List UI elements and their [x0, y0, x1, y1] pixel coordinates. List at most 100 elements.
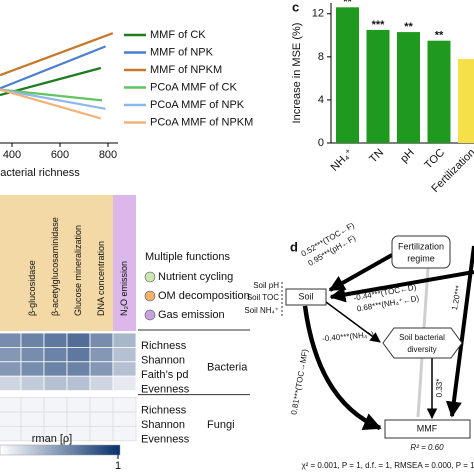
- column-header: [67, 195, 90, 331]
- x-tick-label: NH₄⁺: [329, 147, 356, 174]
- node-box: [285, 288, 327, 306]
- x-tick-label: TOC: [422, 147, 447, 172]
- legend-label: Gas emission: [158, 309, 225, 321]
- heatmap-cell: [0, 375, 22, 392]
- heatmap-cell: [66, 411, 91, 427]
- legend-label: MMF of NPKM: [150, 64, 222, 76]
- column-header: [90, 195, 113, 331]
- x-tick-label: 600: [51, 149, 69, 161]
- bar: [458, 59, 474, 143]
- column-label: β-acetylglucosaminidase: [50, 217, 60, 316]
- y-tick-label: 8: [318, 51, 324, 63]
- heatmap-cell: [43, 411, 68, 427]
- heatmap-cell: [66, 375, 91, 392]
- edge-label: 0.33*: [435, 379, 444, 398]
- edge-label: -0.40***(NH₄⁺): [322, 330, 375, 344]
- heatmap-cell: [112, 411, 137, 427]
- heatmap-cell: [112, 425, 137, 442]
- heatmap-cell: [43, 332, 68, 348]
- heatmap-cell: [43, 361, 68, 377]
- edge-label: 1.20***: [450, 285, 463, 311]
- x-tick-label: 800: [99, 149, 117, 161]
- column-label: N₂O emission: [119, 261, 129, 316]
- heatmap-cell: [20, 375, 45, 392]
- heatmap-cell: [89, 332, 114, 348]
- y-tick-label: 0: [318, 137, 324, 149]
- indicator: Soil NH₄⁺: [244, 306, 279, 315]
- column-label: DNA concentration: [96, 241, 106, 316]
- indicator: Soil pH: [253, 281, 279, 290]
- heatmap-cell: [112, 361, 137, 377]
- legend-swatch: [144, 309, 156, 321]
- legend-swatch: [144, 290, 156, 302]
- row-label: Richness: [141, 340, 187, 352]
- y-tick-label: 12: [312, 8, 324, 20]
- column-header: [21, 195, 44, 331]
- edge: [325, 301, 381, 343]
- path-diagram: d Fertilization regime Soil Soil pH Soil…: [244, 221, 474, 470]
- node-label: Soil bacterial: [399, 333, 445, 342]
- heatmap-cell: [20, 361, 45, 377]
- heatmap-cell: [89, 375, 114, 392]
- heatmap-cell: [43, 346, 68, 363]
- heatmap-cell: [0, 425, 22, 442]
- x-tick-label: pH: [398, 147, 416, 165]
- bar: [397, 32, 420, 144]
- heatmap-cell: [89, 397, 114, 413]
- heatmap-cell: [89, 425, 114, 442]
- heatmap-cell: [20, 346, 45, 363]
- legend-label: PCoA MMF of CK: [150, 81, 237, 93]
- heatmap-cell: [89, 411, 114, 427]
- heatmap-cell: [20, 411, 45, 427]
- column-header: [44, 195, 67, 331]
- significance: **: [435, 30, 444, 42]
- edge: [329, 270, 474, 303]
- x-tick-label: 400: [3, 149, 21, 161]
- row-label: Richness: [141, 405, 187, 417]
- colorbar-label: rman [ρ]: [32, 433, 73, 445]
- edge: [445, 245, 474, 418]
- column-header: [113, 195, 136, 331]
- panel-letter: d: [290, 239, 298, 254]
- significance: ***: [372, 19, 386, 31]
- legend-label: PCoA MMF of NPKM: [150, 116, 253, 128]
- heatmap-cell: [43, 375, 68, 392]
- line: [0, 45, 107, 90]
- colorbar-tick-label: 1: [115, 460, 121, 472]
- legend-label: MMF of NPK: [150, 46, 214, 58]
- fit-stats: χ² = 0.001, P = 1, d.f. = 1, RMSEA = 0.0…: [301, 461, 474, 470]
- row-label: Evenness: [141, 434, 190, 446]
- bar: [427, 40, 451, 143]
- line: [0, 88, 106, 110]
- column-label: Glucose mineralization: [73, 225, 83, 316]
- significance: **: [343, 0, 352, 8]
- node-note: R² = 0.60: [410, 443, 444, 452]
- legend-label: Nutrient cycling: [158, 271, 233, 283]
- heatmap-cell: [112, 332, 137, 348]
- heatmap-cell: [89, 361, 114, 377]
- heatmap-cell: [112, 397, 137, 413]
- row-label: Shannon: [141, 419, 185, 431]
- heatmap-cell: [0, 397, 22, 413]
- node-label: MMF: [417, 423, 438, 433]
- heatmap-cell: [66, 346, 91, 363]
- row-label: Shannon: [141, 355, 185, 367]
- heatmap-cell: [66, 332, 91, 348]
- edge: [302, 305, 382, 431]
- line: [0, 32, 114, 77]
- heatmap-cell: [66, 361, 91, 377]
- x-axis-label: acterial richness: [0, 167, 80, 179]
- heatmap-cell: [20, 397, 45, 413]
- heatmap-cell: [89, 346, 114, 363]
- group-label: Fungi: [207, 419, 235, 431]
- legend-label: MMF of CK: [150, 29, 206, 41]
- bar: [366, 29, 390, 143]
- heatmap-cell: [0, 411, 22, 427]
- column-label: β-glucosidase: [27, 260, 37, 316]
- heatmap-cell: [20, 332, 45, 348]
- colorbar: [0, 444, 121, 456]
- line: [0, 88, 102, 120]
- indicator: Soil TOC: [247, 293, 279, 302]
- heatmap-cell: [0, 332, 22, 348]
